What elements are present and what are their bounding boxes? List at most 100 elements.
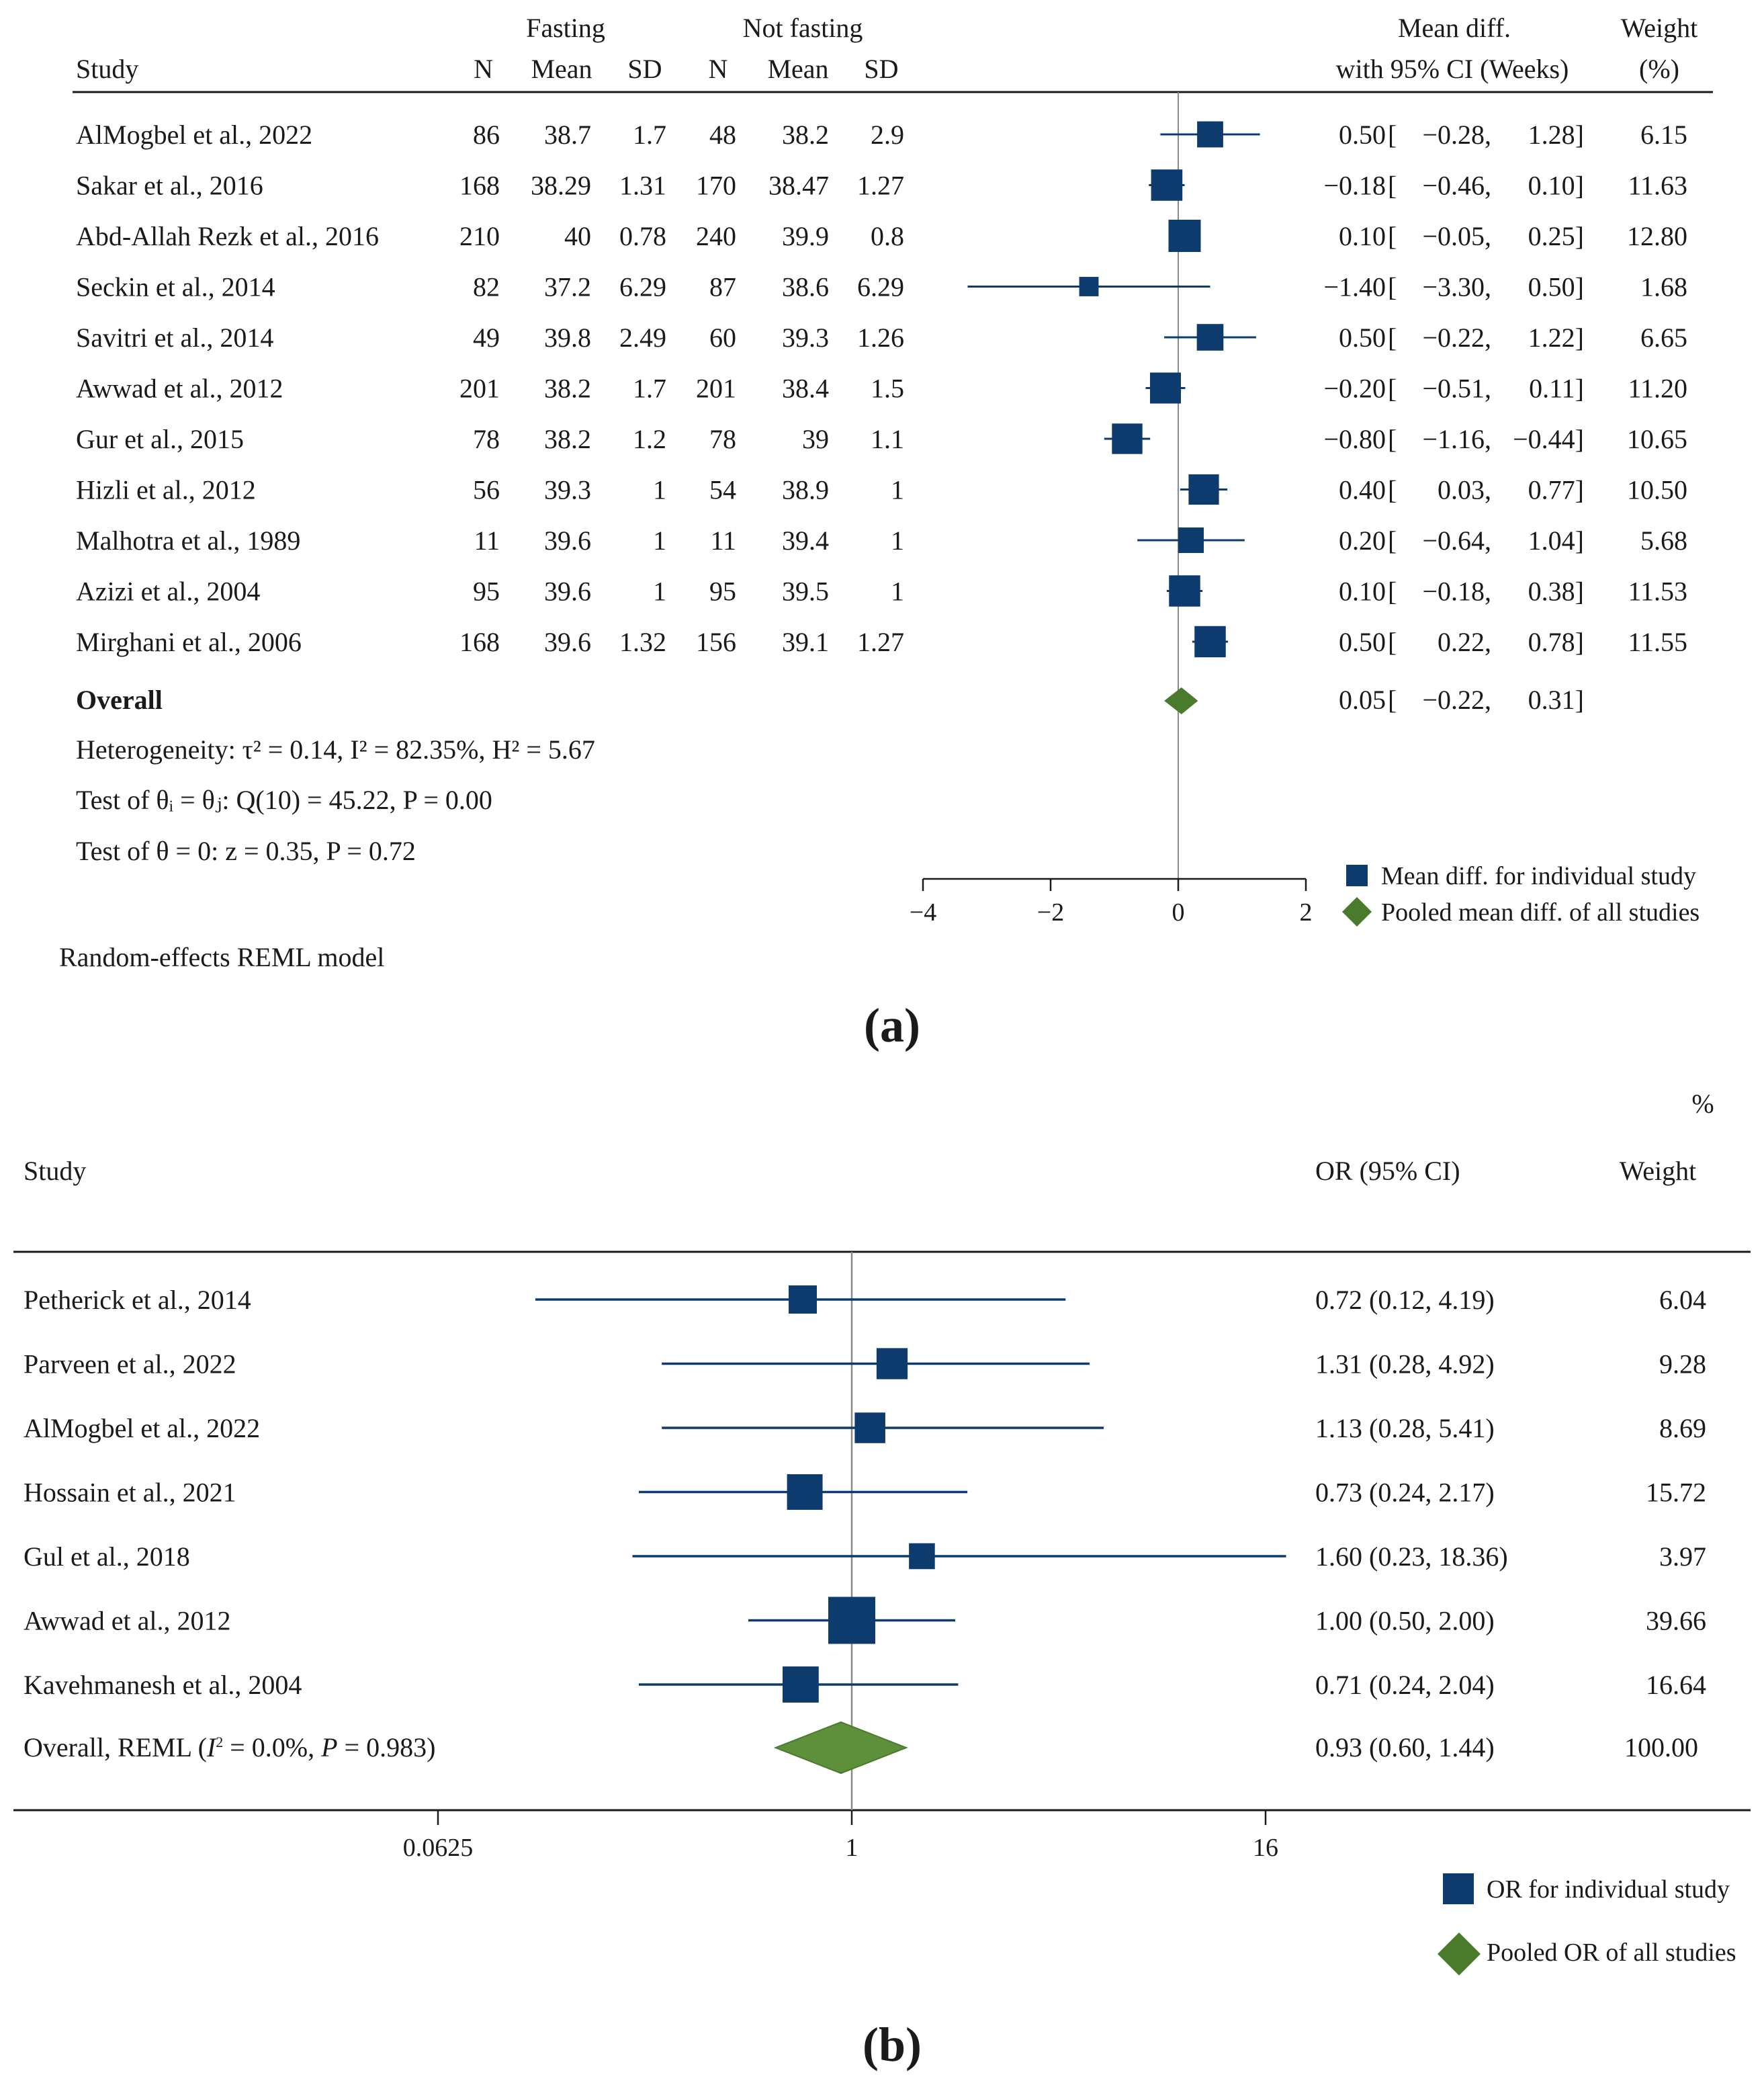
plot-area: −4 −2 0 2: [910, 92, 1313, 927]
header-ci: with 95% CI (Weeks): [1336, 54, 1569, 84]
ci-upper-text: 0.10]: [1528, 171, 1584, 201]
or-text: 0.71 (0.24, 2.04): [1315, 1670, 1495, 1700]
ci-bracket: [: [1388, 323, 1397, 353]
fasting-mean: 38.2: [544, 424, 591, 454]
study-name: Malhotra et al., 1989: [76, 525, 300, 556]
fasting-n: 210: [459, 221, 500, 251]
estimate-text: 0.10: [1339, 221, 1386, 251]
ci-upper-text: 0.25]: [1528, 221, 1584, 251]
not-fasting-n: 78: [709, 424, 736, 454]
not-fasting-sd: 1.27: [857, 171, 904, 201]
ci-upper-text: 0.50]: [1528, 272, 1584, 302]
ci-lower-text: −0.28,: [1422, 120, 1491, 150]
panel-a: Fasting Not fasting Mean diff. Weight St…: [59, 13, 1713, 1052]
weight-text-b: 8.69: [1659, 1413, 1706, 1443]
overall-lower: −0.22,: [1422, 685, 1491, 715]
model-text: Random-effects REML model: [59, 942, 384, 972]
ci-upper-text: 1.28]: [1528, 120, 1584, 150]
header-weight: Weight: [1621, 13, 1698, 43]
not-fasting-sd: 1: [891, 525, 904, 556]
header-sd2: SD: [864, 54, 898, 84]
estimate-marker-b: [828, 1597, 875, 1644]
header-sd1: SD: [627, 54, 662, 84]
fasting-n: 56: [473, 475, 500, 505]
study-name: Gur et al., 2015: [76, 424, 244, 454]
not-fasting-n: 60: [709, 323, 736, 353]
not-fasting-sd: 1.27: [857, 627, 904, 657]
weight-text: 12.80: [1627, 221, 1687, 251]
study-name-b: Awwad et al., 2012: [24, 1606, 230, 1636]
ci-bracket: [: [1388, 475, 1397, 505]
fasting-mean: 39.6: [544, 577, 591, 607]
not-fasting-mean: 38.47: [768, 171, 829, 201]
fasting-mean: 39.6: [544, 627, 591, 657]
not-fasting-sd: 1: [891, 577, 904, 607]
header-mean2: Mean: [767, 54, 828, 84]
fasting-n: 82: [473, 272, 500, 302]
not-fasting-sd: 1: [891, 475, 904, 505]
weight-text: 5.68: [1640, 525, 1687, 556]
ci-upper-text: −0.44]: [1513, 424, 1584, 454]
fasting-mean: 40: [564, 221, 591, 251]
or-text: 1.00 (0.50, 2.00): [1315, 1606, 1495, 1636]
study-name: Abd-Allah Rezk et al., 2016: [76, 221, 379, 251]
fasting-mean: 39.6: [544, 525, 591, 556]
not-fasting-mean: 38.2: [782, 120, 829, 150]
study-name: Savitri et al., 2014: [76, 323, 273, 353]
header-weight-pct: (%): [1639, 54, 1679, 84]
estimate-marker-b: [854, 1412, 885, 1443]
fasting-sd: 1.7: [633, 374, 666, 404]
estimate-marker: [1194, 626, 1226, 658]
pooled-diamond: [1164, 687, 1198, 714]
estimate-text: 0.40: [1339, 475, 1386, 505]
estimate-text: −0.80: [1323, 424, 1386, 454]
fasting-mean: 38.2: [544, 374, 591, 404]
legend-diamond-icon: [1342, 897, 1372, 927]
fasting-mean: 39.3: [544, 475, 591, 505]
fasting-n: 95: [473, 577, 500, 607]
estimate-marker-b: [789, 1285, 817, 1314]
header-n2: N: [709, 54, 728, 84]
fasting-n: 11: [474, 525, 500, 556]
ci-lower-text: −0.05,: [1422, 221, 1491, 251]
ci-bracket: [: [1388, 120, 1397, 150]
header-weight-b: Weight: [1620, 1156, 1697, 1186]
fasting-sd: 1: [653, 525, 666, 556]
study-name: Hizli et al., 2012: [76, 475, 256, 505]
weight-text: 11.53: [1628, 577, 1687, 607]
weight-text: 6.15: [1640, 120, 1687, 150]
not-fasting-mean: 39.5: [782, 577, 829, 607]
legend-square-icon-b: [1443, 1873, 1474, 1904]
fasting-sd: 1.7: [633, 120, 666, 150]
or-text: 0.73 (0.24, 2.17): [1315, 1478, 1495, 1508]
panel-label-b: (b): [863, 2018, 922, 2072]
fasting-sd: 1: [653, 577, 666, 607]
estimate-marker: [1168, 220, 1201, 252]
ci-bracket: [: [1388, 424, 1397, 454]
not-fasting-n: 54: [709, 475, 736, 505]
estimate-text: −0.18: [1323, 171, 1386, 201]
ci-lower-text: −0.22,: [1422, 323, 1491, 353]
panel-label-a: (a): [864, 998, 920, 1052]
estimate-marker-b: [876, 1348, 908, 1379]
fasting-mean: 38.29: [531, 171, 591, 201]
weight-text-b: 15.72: [1646, 1478, 1706, 1508]
fasting-sd: 6.29: [619, 272, 666, 302]
ci-lower-text: −0.18,: [1422, 577, 1491, 607]
fasting-sd: 1.2: [633, 424, 666, 454]
weight-text: 6.65: [1640, 323, 1687, 353]
x-tick-label: 0: [1172, 898, 1185, 927]
not-fasting-mean: 39.4: [782, 525, 829, 556]
header-pct: %: [1691, 1089, 1714, 1119]
fasting-mean: 38.7: [544, 120, 591, 150]
or-text: 0.72 (0.12, 4.19): [1315, 1285, 1495, 1315]
estimate-marker: [1197, 121, 1223, 148]
weight-text-b: 9.28: [1659, 1349, 1706, 1379]
study-name-b: Gul et al., 2018: [24, 1541, 190, 1572]
weight-text: 10.50: [1627, 475, 1687, 505]
study-name-b: Petherick et al., 2014: [24, 1285, 251, 1315]
legend-pooled-b: Pooled OR of all studies: [1487, 1939, 1736, 1967]
estimate-marker: [1079, 277, 1099, 296]
estimate-text: −0.20: [1323, 374, 1386, 404]
